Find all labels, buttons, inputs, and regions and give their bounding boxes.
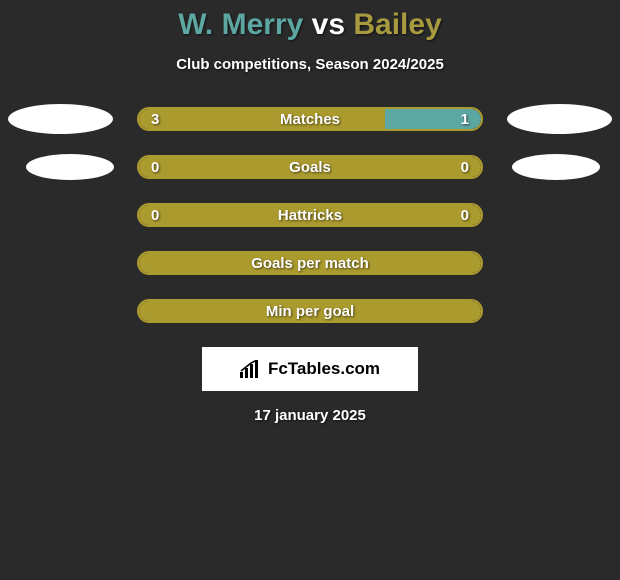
stat-bar: 00Goals bbox=[137, 155, 483, 179]
player1-name: W. Merry bbox=[178, 8, 303, 41]
comparison-title: W. Merry vs Bailey bbox=[0, 8, 620, 42]
stat-label: Matches bbox=[139, 111, 481, 128]
stat-label: Min per goal bbox=[139, 303, 481, 320]
stat-row: 00Goals bbox=[0, 155, 620, 179]
player2-marker bbox=[507, 104, 612, 134]
comparison-widget: W. Merry vs Bailey Club competitions, Se… bbox=[0, 0, 620, 424]
bars-icon bbox=[240, 360, 262, 378]
stats-rows: 31Matches 00Goals 00Hattricks Goals per mat… bbox=[0, 107, 620, 323]
stat-row: 00Hattricks bbox=[0, 203, 620, 227]
stat-label: Goals per match bbox=[139, 255, 481, 272]
stat-label: Hattricks bbox=[139, 207, 481, 224]
attribution-badge[interactable]: FcTables.com bbox=[202, 347, 418, 391]
subtitle: Club competitions, Season 2024/2025 bbox=[0, 56, 620, 73]
stat-label: Goals bbox=[139, 159, 481, 176]
player1-marker bbox=[26, 154, 114, 180]
stat-row: Min per goal bbox=[0, 299, 620, 323]
stat-bar: 00Hattricks bbox=[137, 203, 483, 227]
stat-row: 31Matches bbox=[0, 107, 620, 131]
date-text: 17 january 2025 bbox=[0, 407, 620, 424]
player1-marker bbox=[8, 104, 113, 134]
stat-bar: Goals per match bbox=[137, 251, 483, 275]
stat-row: Goals per match bbox=[0, 251, 620, 275]
vs-text: vs bbox=[312, 8, 345, 41]
attribution-text: FcTables.com bbox=[268, 359, 380, 379]
player2-name: Bailey bbox=[353, 8, 441, 41]
stat-bar: 31Matches bbox=[137, 107, 483, 131]
stat-bar: Min per goal bbox=[137, 299, 483, 323]
player2-marker bbox=[512, 154, 600, 180]
